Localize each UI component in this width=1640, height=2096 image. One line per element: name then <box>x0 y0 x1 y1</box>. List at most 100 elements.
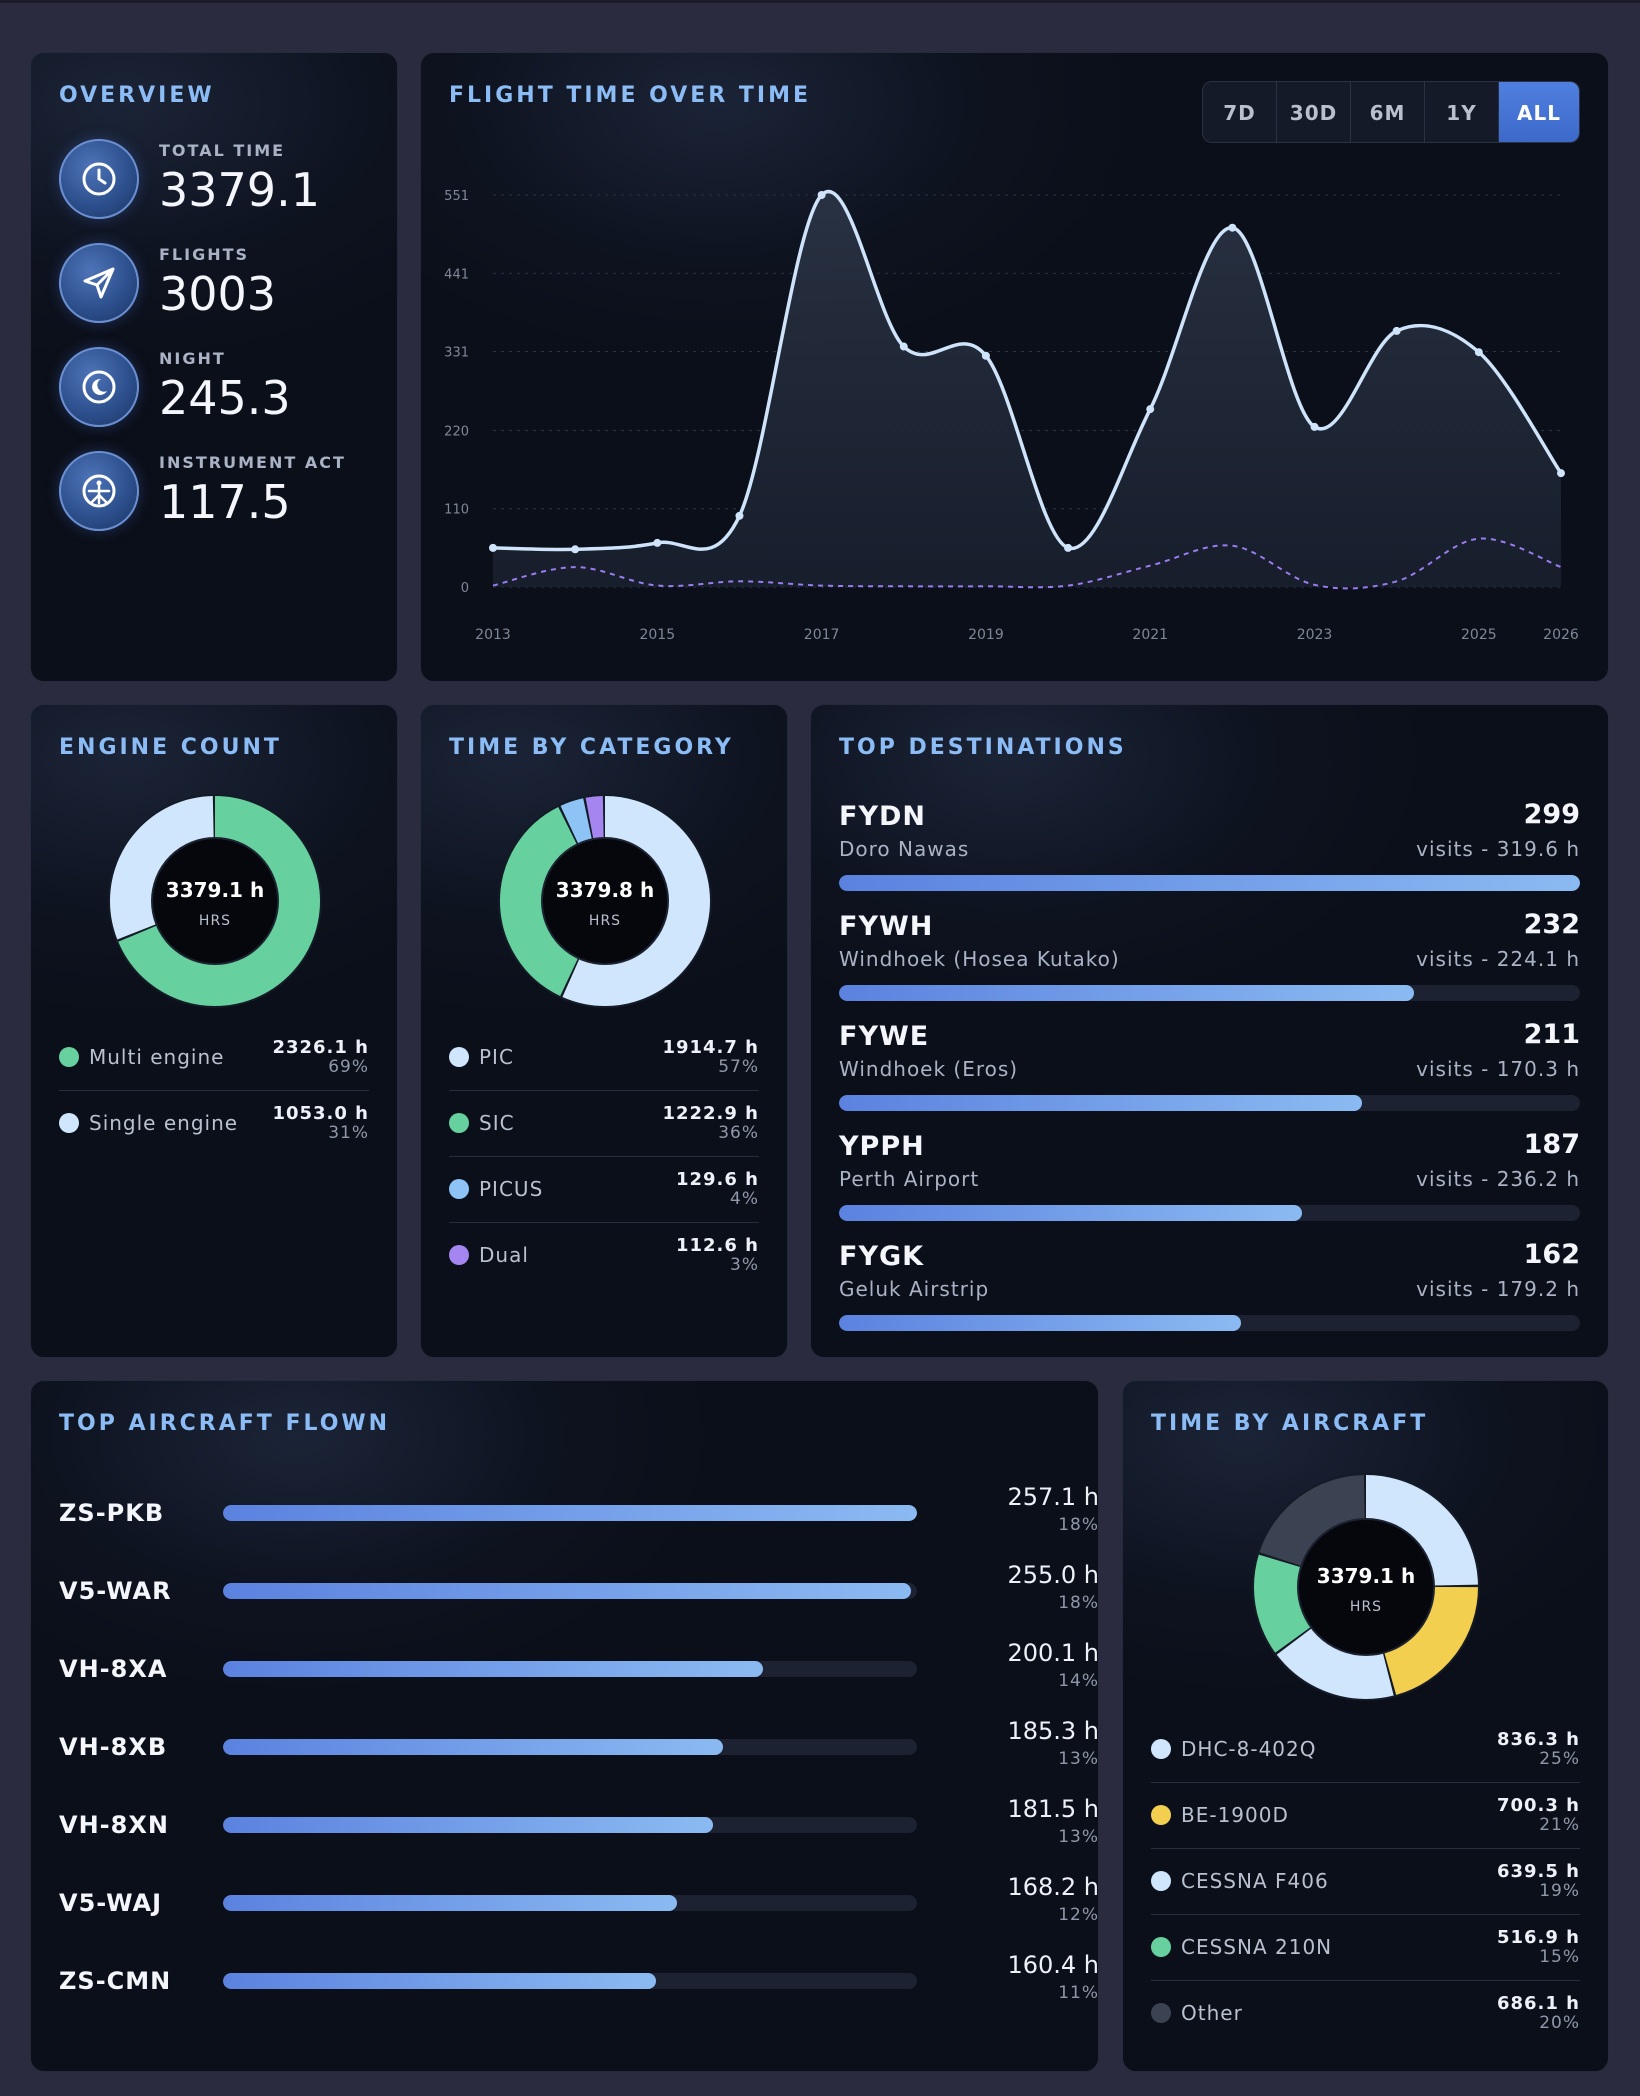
aircraft-hours: 160.4 h <box>1007 1951 1099 1979</box>
donut-center <box>151 837 279 965</box>
aircraft-hours: 181.5 h <box>1007 1795 1099 1823</box>
donut-segment <box>1254 1475 1478 1699</box>
top-destinations-title: TOP DESTINATIONS <box>839 735 1127 760</box>
data-point <box>1064 543 1073 552</box>
time-by-aircraft-card: TIME BY AIRCRAFT 3379.1 h HRS DHC-8-402Q … <box>1122 1380 1609 2072</box>
overview-title: OVERVIEW <box>59 83 215 108</box>
range-selector: 7D 30D 6M 1Y ALL <box>1202 81 1580 143</box>
legend-dot <box>1151 1937 1171 1957</box>
flight-time-title: FLIGHT TIME OVER TIME <box>449 83 812 108</box>
data-point <box>571 545 580 554</box>
legend-name: CESSNA F406 <box>1181 1869 1329 1893</box>
top-destinations-card: TOP DESTINATIONS FYDN Doro Nawas 299 vis… <box>810 704 1609 1358</box>
legend-value: 2326.1 h <box>272 1037 369 1058</box>
legend-value: 1222.9 h <box>662 1103 759 1124</box>
engine-count-donut: 3379.1 h HRS <box>108 794 322 1008</box>
range-7d-button[interactable]: 7D <box>1203 82 1277 142</box>
legend-item-cessna-210n: CESSNA 210N 516.9 h 15% <box>1151 1915 1580 1981</box>
y-tick-label: 441 <box>444 267 469 282</box>
aircraft-bar-track <box>223 1973 917 1989</box>
aircraft-bar-track <box>223 1895 917 1911</box>
data-point <box>1392 326 1401 335</box>
series-line-primary <box>492 190 1563 552</box>
aircraft-registration: ZS-CMN <box>59 1967 172 1995</box>
legend-name: Single engine <box>89 1111 239 1135</box>
legend-percent: 21% <box>1539 1815 1580 1835</box>
legend-percent: 57% <box>718 1057 759 1077</box>
range-1y-button[interactable]: 1Y <box>1425 82 1499 142</box>
aircraft-hours: 168.2 h <box>1007 1873 1099 1901</box>
destination-code: FYDN <box>839 801 927 832</box>
legend-name: Other <box>1181 2001 1243 2025</box>
overview-label: NIGHT <box>159 349 226 368</box>
legend-name: Dual <box>479 1243 529 1267</box>
aircraft-row: VH-8XB 185.3 h 13% <box>59 1717 1099 1777</box>
destination-visit-count: 232 <box>1523 909 1580 940</box>
legend-item-pic: PIC 1914.7 h 57% <box>449 1025 759 1091</box>
donut-center-unit: HRS <box>589 913 621 929</box>
overview-value: 245.3 <box>159 371 291 425</box>
legend-item-multi-engine: Multi engine 2326.1 h 69% <box>59 1025 369 1091</box>
aircraft-percent: 11% <box>1058 1983 1099 2003</box>
x-tick-label: 2021 <box>1132 627 1168 643</box>
aircraft-percent: 12% <box>1058 1905 1099 1925</box>
y-tick-label: 551 <box>444 189 469 204</box>
aircraft-hours: 257.1 h <box>1007 1483 1099 1511</box>
range-all-button[interactable]: ALL <box>1499 82 1579 142</box>
legend-dot <box>449 1179 469 1199</box>
legend-value: 129.6 h <box>675 1169 759 1190</box>
destination-visit-count: 299 <box>1523 799 1580 830</box>
aircraft-percent: 13% <box>1058 1827 1099 1847</box>
destination-item: FYWH Windhoek (Hosea Kutako) 232 visits … <box>839 909 1580 1011</box>
aircraft-hours: 185.3 h <box>1007 1717 1099 1745</box>
legend-value: 686.1 h <box>1496 1993 1580 2014</box>
destination-bar-track <box>839 985 1580 1001</box>
y-tick-label: 220 <box>444 424 469 439</box>
y-tick-label: 110 <box>444 503 469 518</box>
legend-value: 836.3 h <box>1496 1729 1580 1750</box>
aircraft-row: VH-8XN 181.5 h 13% <box>59 1795 1099 1855</box>
destination-code: FYGK <box>839 1241 925 1272</box>
range-6m-button[interactable]: 6M <box>1351 82 1425 142</box>
donut-center <box>1297 1518 1435 1656</box>
legend-dot <box>449 1245 469 1265</box>
destination-bar-fill <box>839 1315 1241 1331</box>
aircraft-row: ZS-PKB 257.1 h 18% <box>59 1483 1099 1543</box>
aircraft-bar-fill <box>223 1973 657 1989</box>
engine-count-card: ENGINE COUNT 3379.1 h HRS Multi engine 23… <box>30 704 398 1358</box>
time-by-category-donut: 3379.8 h HRS <box>498 794 712 1008</box>
aircraft-bar-fill <box>223 1739 724 1755</box>
aircraft-registration: VH-8XA <box>59 1655 168 1683</box>
aircraft-percent: 14% <box>1058 1671 1099 1691</box>
flight-time-line-chart: 0 110 220 331 441 551 2013 2015 2017 2019 2021 2023… <box>444 189 1579 643</box>
data-point <box>1228 223 1237 232</box>
destination-visit-count: 162 <box>1523 1239 1580 1270</box>
y-tick-label: 0 <box>461 581 469 596</box>
legend-item-single-engine: Single engine 1053.0 h 31% <box>59 1091 369 1157</box>
paper-plane-icon <box>59 243 139 323</box>
time-by-aircraft-donut: 3379.1 h HRS <box>1252 1473 1480 1701</box>
donut-center <box>541 837 669 965</box>
destination-name: Geluk Airstrip <box>839 1277 990 1301</box>
clock-icon <box>59 139 139 219</box>
legend-value: 1914.7 h <box>662 1037 759 1058</box>
legend-dot <box>449 1113 469 1133</box>
legend-percent: 31% <box>328 1123 369 1143</box>
aircraft-bar-track <box>223 1505 917 1521</box>
time-by-category-title: TIME BY CATEGORY <box>449 735 734 760</box>
aircraft-bar-fill <box>223 1505 917 1521</box>
donut-center-value: 3379.1 h <box>166 878 264 902</box>
legend-value: 1053.0 h <box>272 1103 369 1124</box>
donut-segment <box>500 796 710 1006</box>
aircraft-bar-fill <box>223 1817 713 1833</box>
instrument-icon <box>59 451 139 531</box>
destination-bar-track <box>839 1095 1580 1111</box>
data-point <box>735 511 744 520</box>
overview-card: OVERVIEW TOTAL TIME 3379.1 FLIGHTS 3003 … <box>30 52 398 682</box>
range-30d-button[interactable]: 30D <box>1277 82 1351 142</box>
legend-dot <box>1151 1871 1171 1891</box>
overview-value: 3003 <box>159 267 277 321</box>
legend-item-dual: Dual 112.6 h 3% <box>449 1223 759 1289</box>
data-point <box>817 191 826 199</box>
data-point <box>1310 422 1319 431</box>
